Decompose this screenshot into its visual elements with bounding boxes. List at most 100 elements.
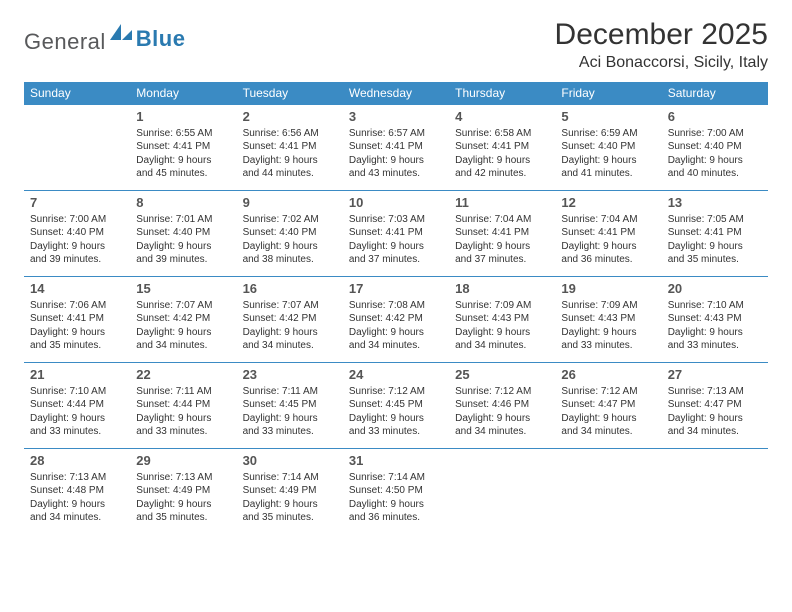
calendar-cell: 16Sunrise: 7:07 AMSunset: 4:42 PMDayligh… bbox=[237, 277, 343, 363]
calendar-table: Sunday Monday Tuesday Wednesday Thursday… bbox=[24, 82, 768, 535]
daylight-text: and 42 minutes. bbox=[455, 167, 549, 181]
daylight-text: and 34 minutes. bbox=[455, 339, 549, 353]
day-number: 5 bbox=[561, 108, 655, 126]
calendar-row: 14Sunrise: 7:06 AMSunset: 4:41 PMDayligh… bbox=[24, 277, 768, 363]
sunset-text: Sunset: 4:45 PM bbox=[349, 398, 443, 412]
sunset-text: Sunset: 4:41 PM bbox=[455, 140, 549, 154]
sunrise-text: Sunrise: 6:56 AM bbox=[243, 127, 337, 141]
day-number: 29 bbox=[136, 452, 230, 470]
sunset-text: Sunset: 4:41 PM bbox=[349, 226, 443, 240]
daylight-text: and 45 minutes. bbox=[136, 167, 230, 181]
sunset-text: Sunset: 4:49 PM bbox=[136, 484, 230, 498]
day-number: 27 bbox=[668, 366, 762, 384]
daylight-text: Daylight: 9 hours bbox=[30, 498, 124, 512]
page-title: December 2025 bbox=[555, 18, 768, 52]
daylight-text: and 34 minutes. bbox=[668, 425, 762, 439]
daylight-text: and 33 minutes. bbox=[349, 425, 443, 439]
day-number: 1 bbox=[136, 108, 230, 126]
daylight-text: and 37 minutes. bbox=[455, 253, 549, 267]
daylight-text: and 34 minutes. bbox=[561, 425, 655, 439]
sunrise-text: Sunrise: 7:13 AM bbox=[30, 471, 124, 485]
day-number: 18 bbox=[455, 280, 549, 298]
sunset-text: Sunset: 4:40 PM bbox=[136, 226, 230, 240]
sunset-text: Sunset: 4:41 PM bbox=[30, 312, 124, 326]
sunrise-text: Sunrise: 7:10 AM bbox=[30, 385, 124, 399]
calendar-cell: 11Sunrise: 7:04 AMSunset: 4:41 PMDayligh… bbox=[449, 191, 555, 277]
day-number: 23 bbox=[243, 366, 337, 384]
sunrise-text: Sunrise: 7:13 AM bbox=[136, 471, 230, 485]
sunset-text: Sunset: 4:41 PM bbox=[561, 226, 655, 240]
sunset-text: Sunset: 4:41 PM bbox=[455, 226, 549, 240]
daylight-text: and 41 minutes. bbox=[561, 167, 655, 181]
sunrise-text: Sunrise: 7:04 AM bbox=[455, 213, 549, 227]
calendar-cell bbox=[24, 105, 130, 191]
daylight-text: Daylight: 9 hours bbox=[455, 412, 549, 426]
daylight-text: Daylight: 9 hours bbox=[561, 412, 655, 426]
calendar-cell: 19Sunrise: 7:09 AMSunset: 4:43 PMDayligh… bbox=[555, 277, 661, 363]
day-number: 4 bbox=[455, 108, 549, 126]
sunrise-text: Sunrise: 6:58 AM bbox=[455, 127, 549, 141]
daylight-text: and 33 minutes. bbox=[243, 425, 337, 439]
day-header: Sunday bbox=[24, 82, 130, 105]
calendar-row: 28Sunrise: 7:13 AMSunset: 4:48 PMDayligh… bbox=[24, 449, 768, 535]
calendar-cell: 29Sunrise: 7:13 AMSunset: 4:49 PMDayligh… bbox=[130, 449, 236, 535]
daylight-text: Daylight: 9 hours bbox=[243, 240, 337, 254]
daylight-text: and 34 minutes. bbox=[30, 511, 124, 525]
daylight-text: Daylight: 9 hours bbox=[243, 412, 337, 426]
sunrise-text: Sunrise: 7:07 AM bbox=[136, 299, 230, 313]
sunrise-text: Sunrise: 6:55 AM bbox=[136, 127, 230, 141]
calendar-cell: 30Sunrise: 7:14 AMSunset: 4:49 PMDayligh… bbox=[237, 449, 343, 535]
calendar-cell: 6Sunrise: 7:00 AMSunset: 4:40 PMDaylight… bbox=[662, 105, 768, 191]
daylight-text: and 33 minutes. bbox=[668, 339, 762, 353]
day-header: Friday bbox=[555, 82, 661, 105]
daylight-text: Daylight: 9 hours bbox=[136, 240, 230, 254]
calendar-page: General Blue December 2025 Aci Bonaccors… bbox=[0, 0, 792, 553]
daylight-text: Daylight: 9 hours bbox=[243, 326, 337, 340]
sunset-text: Sunset: 4:40 PM bbox=[561, 140, 655, 154]
day-number: 25 bbox=[455, 366, 549, 384]
daylight-text: and 34 minutes. bbox=[349, 339, 443, 353]
daylight-text: Daylight: 9 hours bbox=[668, 326, 762, 340]
day-number: 28 bbox=[30, 452, 124, 470]
daylight-text: Daylight: 9 hours bbox=[243, 154, 337, 168]
daylight-text: and 38 minutes. bbox=[243, 253, 337, 267]
day-header: Saturday bbox=[662, 82, 768, 105]
day-number: 8 bbox=[136, 194, 230, 212]
sunset-text: Sunset: 4:44 PM bbox=[30, 398, 124, 412]
daylight-text: and 37 minutes. bbox=[349, 253, 443, 267]
calendar-cell: 3Sunrise: 6:57 AMSunset: 4:41 PMDaylight… bbox=[343, 105, 449, 191]
logo-sail-icon bbox=[110, 24, 132, 45]
day-number: 13 bbox=[668, 194, 762, 212]
day-number: 22 bbox=[136, 366, 230, 384]
calendar-cell bbox=[555, 449, 661, 535]
sunrise-text: Sunrise: 7:00 AM bbox=[30, 213, 124, 227]
day-header: Monday bbox=[130, 82, 236, 105]
calendar-cell: 8Sunrise: 7:01 AMSunset: 4:40 PMDaylight… bbox=[130, 191, 236, 277]
sunrise-text: Sunrise: 7:11 AM bbox=[243, 385, 337, 399]
calendar-cell: 26Sunrise: 7:12 AMSunset: 4:47 PMDayligh… bbox=[555, 363, 661, 449]
sunrise-text: Sunrise: 7:03 AM bbox=[349, 213, 443, 227]
calendar-cell: 18Sunrise: 7:09 AMSunset: 4:43 PMDayligh… bbox=[449, 277, 555, 363]
sunset-text: Sunset: 4:41 PM bbox=[349, 140, 443, 154]
daylight-text: and 43 minutes. bbox=[349, 167, 443, 181]
day-header: Thursday bbox=[449, 82, 555, 105]
day-number: 26 bbox=[561, 366, 655, 384]
calendar-cell: 2Sunrise: 6:56 AMSunset: 4:41 PMDaylight… bbox=[237, 105, 343, 191]
day-number: 6 bbox=[668, 108, 762, 126]
daylight-text: and 40 minutes. bbox=[668, 167, 762, 181]
calendar-cell: 14Sunrise: 7:06 AMSunset: 4:41 PMDayligh… bbox=[24, 277, 130, 363]
calendar-cell bbox=[449, 449, 555, 535]
sunset-text: Sunset: 4:49 PM bbox=[243, 484, 337, 498]
sunset-text: Sunset: 4:41 PM bbox=[243, 140, 337, 154]
calendar-cell: 13Sunrise: 7:05 AMSunset: 4:41 PMDayligh… bbox=[662, 191, 768, 277]
sunset-text: Sunset: 4:40 PM bbox=[243, 226, 337, 240]
logo: General Blue bbox=[24, 18, 185, 59]
daylight-text: Daylight: 9 hours bbox=[349, 154, 443, 168]
sunset-text: Sunset: 4:44 PM bbox=[136, 398, 230, 412]
daylight-text: Daylight: 9 hours bbox=[561, 154, 655, 168]
calendar-cell: 9Sunrise: 7:02 AMSunset: 4:40 PMDaylight… bbox=[237, 191, 343, 277]
daylight-text: and 39 minutes. bbox=[30, 253, 124, 267]
daylight-text: Daylight: 9 hours bbox=[243, 498, 337, 512]
day-number: 12 bbox=[561, 194, 655, 212]
sunrise-text: Sunrise: 7:04 AM bbox=[561, 213, 655, 227]
